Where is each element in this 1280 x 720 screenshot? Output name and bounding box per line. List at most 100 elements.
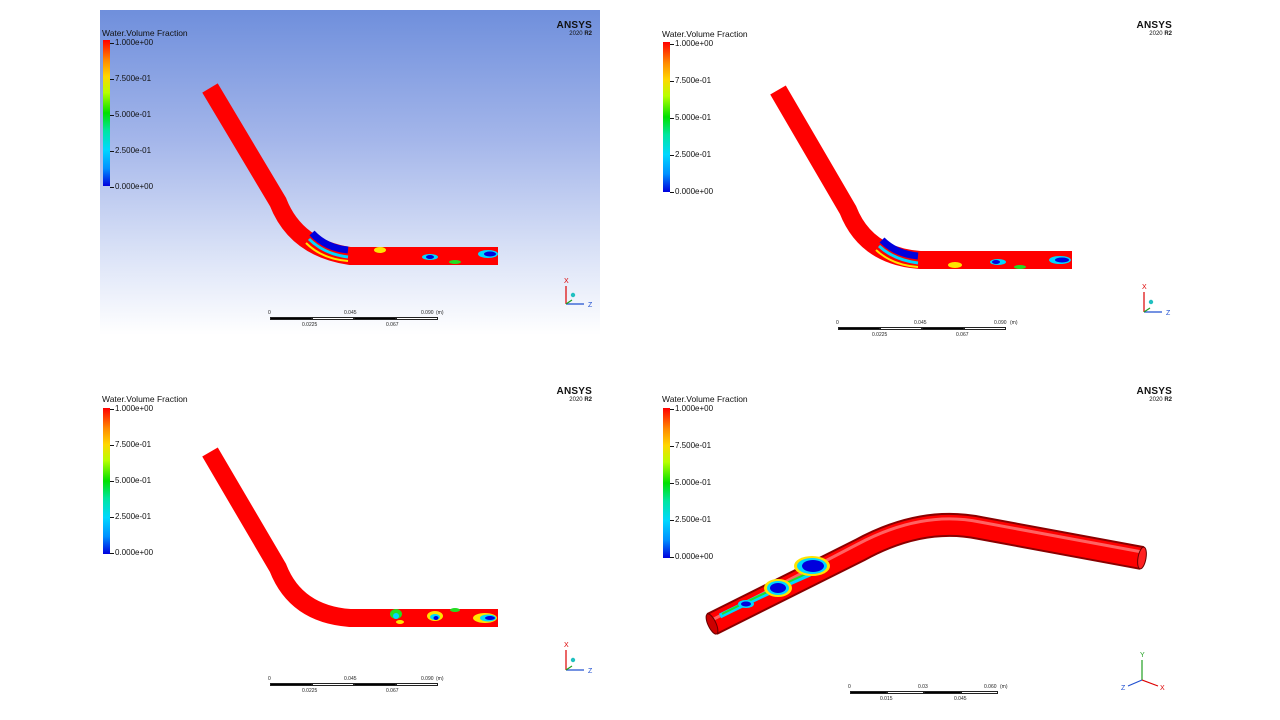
legend-tick: 0.000e+00: [669, 187, 714, 196]
ansys-logo: ANSYS 2020 R2: [557, 386, 592, 403]
axis-triad: X Z: [564, 642, 593, 674]
scale-segment: [312, 683, 354, 686]
axis-triad: Y Z X: [1121, 652, 1165, 692]
brand-name: ANSYS: [556, 20, 592, 31]
pipe-contour-3d: [705, 512, 1147, 635]
legend-tick: 7.500e-01: [669, 76, 712, 85]
brand-name: ANSYS: [556, 386, 592, 397]
scale-segment: [922, 327, 964, 330]
scale-segment: [887, 691, 924, 694]
scale-label: 0.090: [421, 676, 434, 682]
legend-tick: 1.000e+00: [109, 404, 154, 413]
color-legend-bar: [663, 408, 670, 558]
legend-tick: 7.500e-01: [109, 74, 152, 83]
scale-label: 0.067: [386, 688, 399, 694]
scale-segment: [396, 317, 438, 320]
brand-name: ANSYS: [1136, 386, 1172, 397]
scale-label: 0.067: [956, 332, 969, 338]
legend-tick: 0.000e+00: [669, 552, 714, 561]
scale-label: 0.0225: [872, 332, 888, 338]
scale-unit: (m): [1010, 320, 1018, 326]
scale-label: 0: [836, 320, 839, 326]
legend-tick: 5.000e-01: [669, 113, 712, 122]
contour-panel-3: Water.Volume Fraction 1.000e+00 7.500e-0…: [100, 380, 600, 700]
pipe-contour: [202, 447, 498, 627]
scale-label: 0.090: [421, 310, 434, 316]
ansys-logo: ANSYS 2020 R2: [557, 20, 592, 37]
brand-version: 2020: [569, 31, 583, 37]
legend-tick: 1.000e+00: [669, 404, 714, 413]
axis-label: X: [564, 278, 569, 285]
legend-tick: 1.000e+00: [109, 38, 154, 47]
axis-label: Z: [588, 302, 593, 308]
legend-tick: 5.000e-01: [109, 110, 152, 119]
legend-tick: 1.000e+00: [669, 39, 714, 48]
brand-version: 2020: [1149, 397, 1163, 403]
scale-label: 0.015: [880, 696, 893, 702]
color-legend-bar: [103, 40, 110, 186]
brand-release: R2: [1164, 31, 1172, 37]
axis-label: Y: [1140, 652, 1145, 659]
scale-segment: [354, 683, 396, 686]
legend-tick: 2.500e-01: [669, 515, 712, 524]
scale-label: 0.0225: [302, 322, 318, 328]
contour-panel-1: Water.Volume Fraction 1.000e+00 7.500e-0…: [100, 10, 600, 335]
axis-label: X: [1142, 284, 1147, 291]
air-pocket: [879, 237, 919, 260]
legend-title: Water.Volume Fraction: [662, 394, 748, 404]
legend-tick: 5.000e-01: [109, 476, 152, 485]
legend-tick: 2.500e-01: [109, 146, 152, 155]
scale-segment: [964, 327, 1006, 330]
pipe-contour: [202, 83, 498, 265]
scale-label: 0.060: [984, 684, 997, 690]
scale-label: 0.0225: [302, 688, 318, 694]
scale-segment: [270, 683, 312, 686]
axis-label: Z: [1166, 310, 1171, 316]
color-legend-bar: [103, 408, 110, 554]
scale-label: 0.045: [344, 310, 357, 316]
axis-label: Z: [1121, 685, 1126, 692]
scale-unit: (m): [436, 310, 444, 316]
brand-version: 2020: [1149, 31, 1163, 37]
scale-label: 0: [268, 676, 271, 682]
brand-release: R2: [584, 31, 592, 37]
scale-label: 0.045: [344, 676, 357, 682]
scale-segment: [961, 691, 998, 694]
legend-tick: 2.500e-01: [109, 512, 152, 521]
scale-segment: [924, 691, 961, 694]
legend-title: Water.Volume Fraction: [662, 29, 748, 39]
legend-tick: 7.500e-01: [669, 441, 712, 450]
scale-segment: [270, 317, 312, 320]
axis-label: X: [564, 642, 569, 649]
brand-release: R2: [584, 397, 592, 403]
legend-tick: 0.000e+00: [109, 548, 154, 557]
axis-triad: X Z: [1142, 284, 1171, 316]
scale-label: 0: [848, 684, 851, 690]
scale-segment: [850, 691, 887, 694]
scale-label: 0.045: [954, 696, 967, 702]
scale-segment: [312, 317, 354, 320]
scale-unit: (m): [1000, 684, 1008, 690]
legend-title: Water.Volume Fraction: [102, 28, 188, 38]
scale-segment: [396, 683, 438, 686]
air-pocket: [309, 230, 349, 254]
scale-label: 0: [268, 310, 271, 316]
ansys-logo: ANSYS 2020 R2: [1137, 386, 1172, 403]
legend-tick: 5.000e-01: [669, 478, 712, 487]
ansys-logo: ANSYS 2020 R2: [1137, 20, 1172, 37]
brand-release: R2: [1164, 397, 1172, 403]
legend-tick: 0.000e+00: [109, 182, 154, 191]
scale-segment: [838, 327, 880, 330]
scale-unit: (m): [436, 676, 444, 682]
scale-label: 0.067: [386, 322, 399, 328]
scale-label: 0.090: [994, 320, 1007, 326]
scale-label: 0.045: [914, 320, 927, 326]
axis-triad: X Z: [564, 278, 593, 308]
scale-segment: [354, 317, 396, 320]
scale-label: 0.03: [918, 684, 928, 690]
contour-panel-2: Water.Volume Fraction 1.000e+00 7.500e-0…: [660, 10, 1180, 345]
brand-version: 2020: [569, 397, 583, 403]
pipe-contour: [770, 85, 1072, 269]
axis-label: Z: [588, 668, 593, 674]
legend-tick: 2.500e-01: [669, 150, 712, 159]
